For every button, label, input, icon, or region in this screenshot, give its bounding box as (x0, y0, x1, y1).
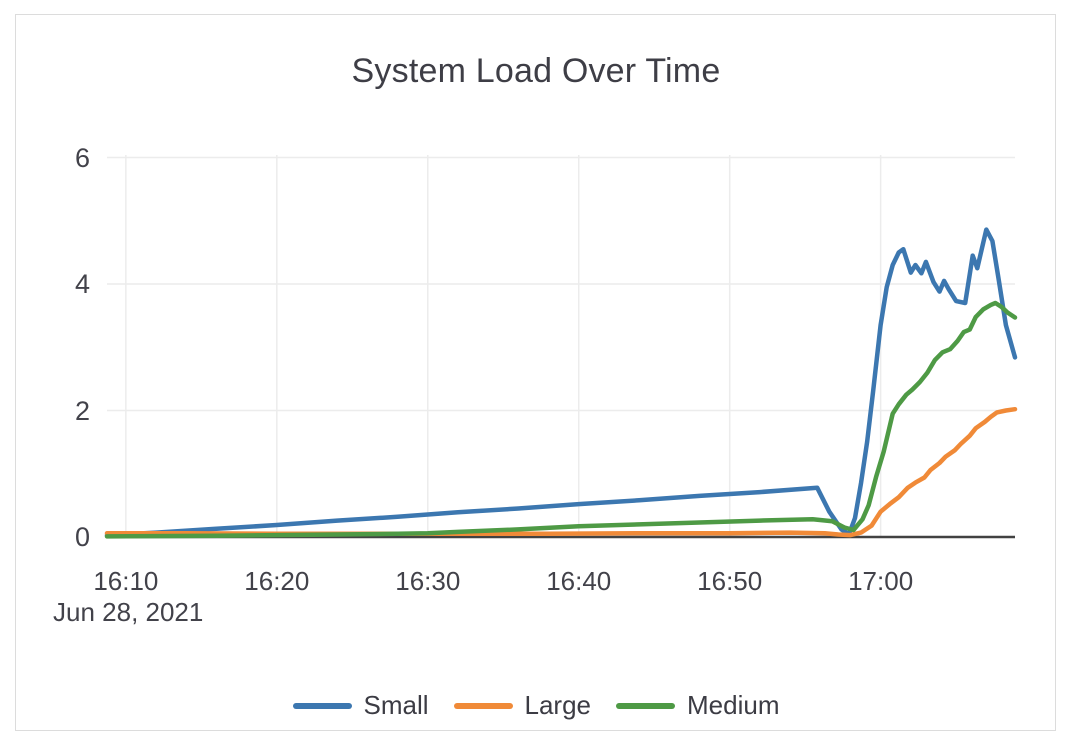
legend-item-small[interactable]: Small (292, 690, 429, 721)
y-tick-label-4: 4 (74, 269, 90, 300)
chart-title: System Load Over Time (351, 52, 721, 90)
x-axis-date-label: Jun 28, 2021 (53, 597, 204, 627)
x-tick-label-1640: 16:40 (546, 566, 612, 596)
legend-item-medium[interactable]: Medium (616, 690, 780, 721)
legend-line-swatch-large (453, 702, 513, 709)
legend-label-medium: Medium (687, 690, 780, 720)
y-tick-label-2: 2 (74, 395, 90, 426)
legend-line-swatch-small (292, 702, 352, 709)
legend: Small Large Medium (0, 690, 1072, 721)
y-tick-label-6: 6 (74, 142, 90, 173)
legend-line-swatch-medium (616, 702, 676, 709)
y-tick-label-0: 0 (74, 522, 90, 552)
x-tick-label-1650: 16:50 (697, 566, 763, 596)
x-tick-label-1630: 16:30 (395, 566, 461, 596)
legend-label-large: Large (524, 690, 592, 720)
series-line-small (104, 227, 1018, 538)
x-tick-label-1610: 16:10 (93, 566, 159, 596)
x-tick-label-1700: 17:00 (848, 566, 914, 596)
x-tick-label-1620: 16:20 (244, 566, 310, 596)
legend-label-small: Small (363, 690, 429, 720)
series-line-medium (104, 300, 1018, 539)
legend-item-large[interactable]: Large (453, 690, 592, 721)
chart-card (15, 14, 1056, 731)
series-line-large (104, 406, 1018, 538)
